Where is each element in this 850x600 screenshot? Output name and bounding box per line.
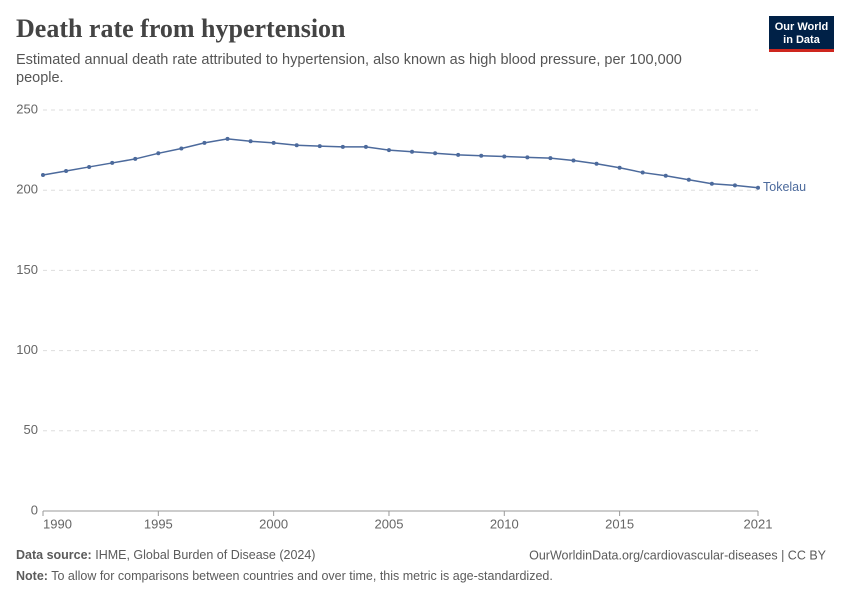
point (363, 144, 368, 149)
point (525, 155, 530, 160)
point (732, 183, 737, 188)
point (756, 185, 760, 190)
source-text: IHME, Global Burden of Disease (2024) (95, 548, 315, 562)
logo-text: in Data (783, 34, 821, 46)
y-tick-label: 100 (16, 342, 38, 357)
point (479, 153, 484, 158)
y-tick-label: 50 (24, 422, 38, 437)
point (317, 144, 322, 149)
point (686, 177, 691, 182)
x-tick-label: 2000 (259, 516, 288, 531)
source-label: Data source: (16, 548, 92, 562)
point (294, 143, 299, 148)
source-url[interactable]: OurWorldinData.org/cardiovascular-diseas… (529, 548, 827, 562)
point (64, 168, 69, 173)
point (225, 136, 230, 141)
line (42, 138, 759, 189)
y-tick-label: 0 (31, 502, 38, 517)
x-tick-label: 2005 (375, 516, 404, 531)
point (571, 158, 576, 163)
point (179, 146, 184, 151)
point (41, 172, 45, 177)
point (456, 152, 461, 157)
point (248, 139, 253, 144)
note-text: To allow for comparisons between countri… (51, 569, 553, 583)
point (709, 181, 714, 186)
logo (769, 16, 834, 52)
point (502, 154, 507, 159)
point (156, 151, 161, 156)
x-tick-label: 2021 (744, 516, 773, 531)
point (548, 156, 553, 161)
point (640, 170, 645, 175)
source: Data source: IHME, Global Burden of Dise… (16, 548, 315, 562)
chart-title: Death rate from hypertension (16, 14, 346, 43)
point (433, 151, 438, 156)
point (617, 165, 622, 170)
point (340, 144, 345, 149)
legend-label: Tokelau (763, 180, 806, 194)
note-label: Note: (16, 569, 48, 583)
point (386, 148, 391, 153)
point (410, 149, 415, 154)
x-tick-label: 2010 (490, 516, 519, 531)
subtitle-box: Estimated annual death rate attributed t… (16, 52, 682, 86)
x-tick-label: 1995 (144, 516, 173, 531)
chart-subtitle: Estimated annual death rate attributed t… (16, 52, 682, 86)
y-tick-label: 200 (16, 182, 38, 197)
point (110, 160, 115, 165)
point (594, 161, 599, 166)
x-tick-label: 2015 (605, 516, 634, 531)
point (271, 140, 276, 145)
logo-bar (769, 49, 834, 52)
y-tick-label: 250 (16, 101, 38, 116)
point (202, 140, 207, 145)
point (87, 164, 92, 169)
y-tick-label: 150 (16, 262, 38, 277)
note: Note: To allow for comparisons between c… (16, 569, 553, 583)
point (663, 173, 668, 178)
logo-text: Our World (775, 21, 829, 33)
point (133, 156, 138, 161)
x-tick-label: 1990 (43, 516, 72, 531)
